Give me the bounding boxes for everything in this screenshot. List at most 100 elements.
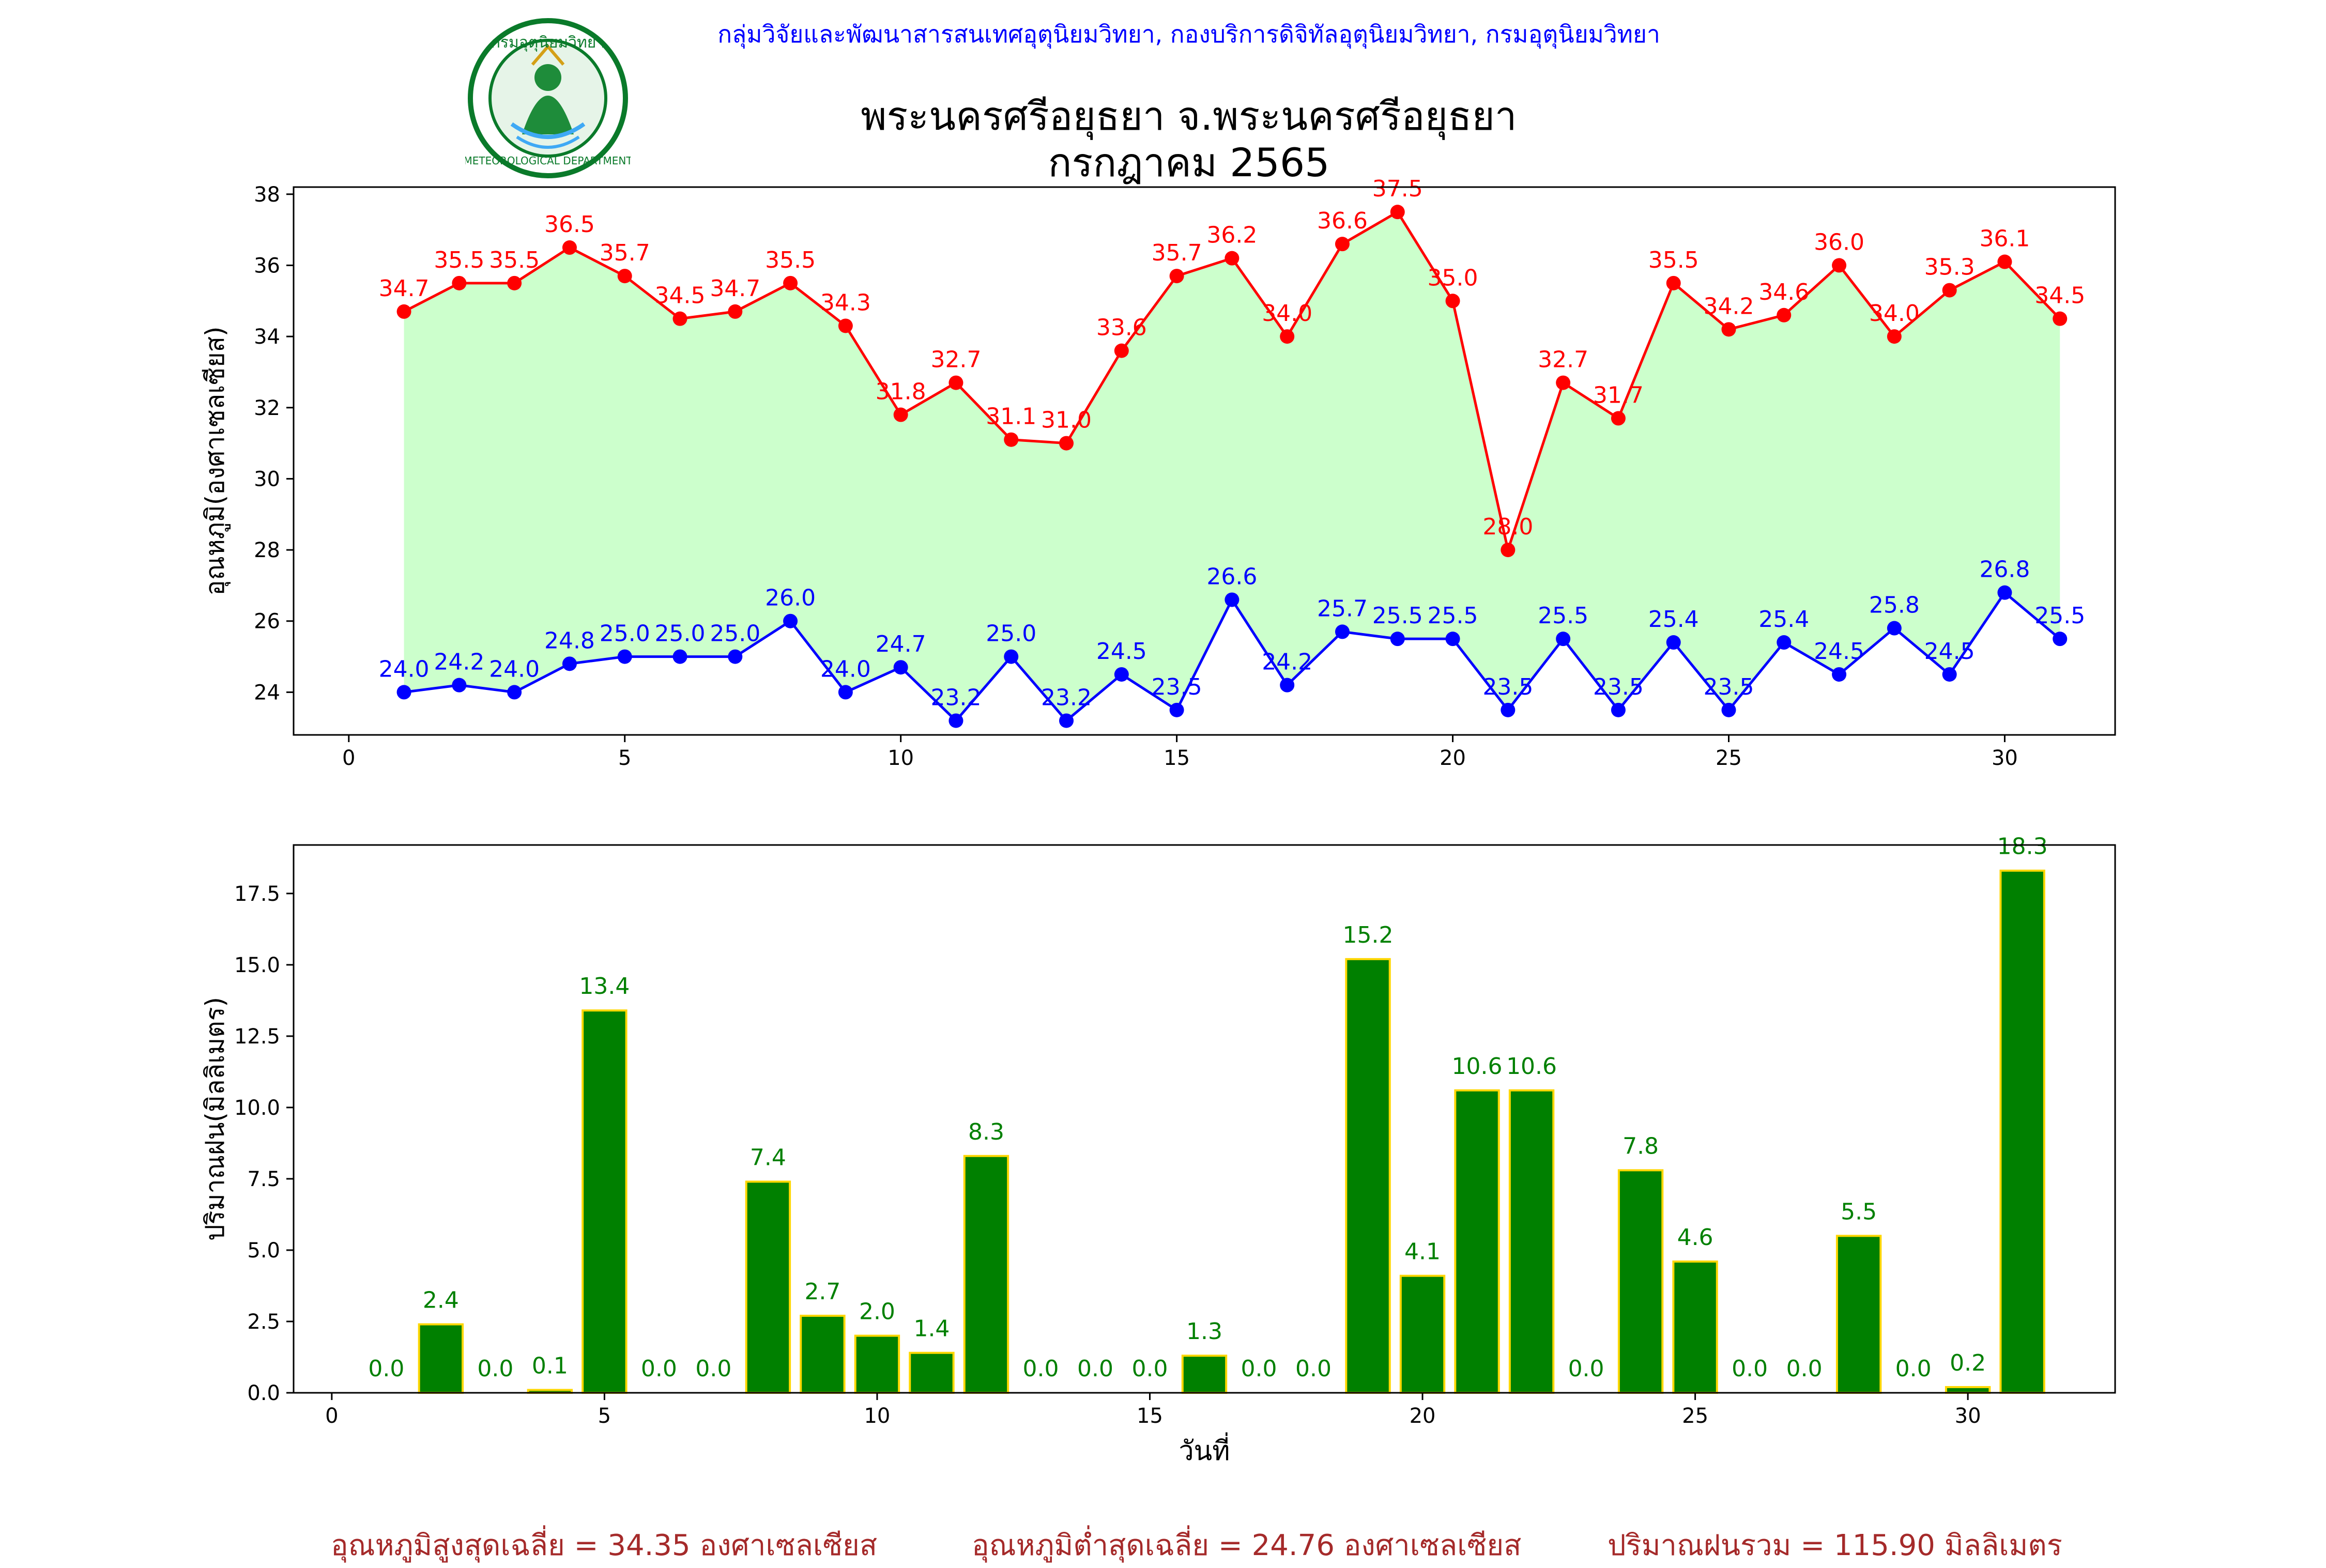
rain-data-label: 1.3 bbox=[1186, 1318, 1222, 1345]
tmin-point bbox=[1335, 624, 1350, 639]
rainfall-x-tick-label: 10 bbox=[864, 1404, 890, 1428]
rain-bar bbox=[1617, 1169, 1664, 1394]
rain-data-label: 1.4 bbox=[913, 1316, 950, 1342]
tmin-data-label: 25.8 bbox=[1869, 592, 1920, 619]
tmax-data-label: 35.3 bbox=[1924, 254, 1975, 281]
tmax-data-label: 31.0 bbox=[1041, 407, 1092, 434]
rain-data-label: 4.1 bbox=[1404, 1239, 1441, 1265]
tmin-point bbox=[1942, 667, 1957, 682]
rain-bar bbox=[1399, 1274, 1446, 1394]
tmax-point bbox=[396, 304, 411, 319]
tmin-point bbox=[1611, 702, 1626, 717]
rain-bar bbox=[854, 1334, 900, 1394]
tmin-data-label: 24.2 bbox=[434, 649, 484, 675]
tmax-point bbox=[948, 375, 963, 390]
rain-data-label: 0.0 bbox=[1786, 1356, 1823, 1382]
tmin-point bbox=[396, 685, 411, 700]
tmax-point bbox=[1611, 411, 1626, 426]
tmin-point bbox=[1280, 678, 1295, 693]
tmin-data-label: 24.0 bbox=[820, 656, 871, 682]
rain-bar bbox=[1672, 1260, 1718, 1394]
tmin-data-label: 23.5 bbox=[1593, 674, 1644, 700]
temperature-x-tick-label: 30 bbox=[1992, 746, 2018, 770]
rain-data-label: 2.0 bbox=[859, 1299, 895, 1325]
stat-tmax-average: อุณหภูมิสูงสุดเฉลี่ย = 34.35 องศาเซลเซีย… bbox=[331, 1529, 878, 1562]
tmax-data-label: 36.0 bbox=[1814, 229, 1864, 255]
tmin-data-label: 25.0 bbox=[710, 621, 760, 647]
tmin-point bbox=[1556, 632, 1571, 647]
rainfall-x-tick-label: 20 bbox=[1410, 1404, 1436, 1428]
tmax-data-label: 34.7 bbox=[710, 275, 760, 302]
tmax-data-label: 34.7 bbox=[379, 275, 430, 302]
tmax-data-label: 35.5 bbox=[489, 247, 540, 273]
tmax-data-label: 28.0 bbox=[1482, 514, 1533, 540]
tmax-data-label: 35.5 bbox=[434, 247, 484, 273]
temperature-y-tick-label: 24 bbox=[254, 681, 280, 704]
rain-bar bbox=[909, 1351, 955, 1394]
tmin-data-label: 23.5 bbox=[1704, 674, 1754, 700]
rain-data-label: 0.0 bbox=[1241, 1356, 1277, 1382]
tmax-point bbox=[1390, 205, 1405, 220]
rainfall-y-tick-label: 12.5 bbox=[234, 1025, 280, 1049]
tmax-data-label: 36.2 bbox=[1206, 222, 1257, 249]
rain-data-label: 0.0 bbox=[1895, 1356, 1932, 1382]
rainfall-y-tick-label: 10.0 bbox=[234, 1096, 280, 1120]
tmin-data-label: 24.5 bbox=[1924, 638, 1975, 665]
tmin-data-label: 23.5 bbox=[1152, 674, 1202, 700]
tmax-data-label: 36.5 bbox=[544, 211, 595, 238]
rainfall-y-tick-label: 2.5 bbox=[247, 1310, 280, 1334]
tmin-data-label: 25.0 bbox=[600, 621, 650, 647]
tmax-point bbox=[672, 311, 687, 326]
rain-data-label: 5.5 bbox=[1841, 1198, 1877, 1225]
tmin-data-label: 24.5 bbox=[1814, 638, 1864, 665]
tmin-point bbox=[2053, 632, 2068, 647]
tmin-point bbox=[1666, 635, 1681, 650]
rainfall-chart: 0.0 2.4 0.0 0.1 13.4 0.0 0.0 7.4 2.7 2.0 1.4 8.3 0.0… bbox=[200, 834, 2116, 1467]
tmin-point bbox=[452, 678, 467, 693]
tmin-point bbox=[838, 685, 853, 700]
rainfall-x-tick-label: 0 bbox=[325, 1404, 338, 1428]
tmax-data-label: 35.7 bbox=[1152, 240, 1202, 266]
tmin-data-label: 26.6 bbox=[1206, 563, 1257, 590]
tmin-data-label: 25.0 bbox=[986, 621, 1036, 647]
tmin-data-label: 25.7 bbox=[1317, 595, 1368, 622]
tmax-data-label: 33.6 bbox=[1096, 315, 1147, 341]
rain-bar bbox=[582, 1009, 628, 1394]
rain-bar bbox=[1999, 869, 2045, 1394]
tmin-point bbox=[617, 649, 632, 664]
tmax-data-label: 31.7 bbox=[1593, 382, 1644, 408]
tmax-point bbox=[1832, 258, 1847, 273]
tmax-point bbox=[1280, 329, 1295, 344]
rain-data-label: 0.0 bbox=[641, 1356, 677, 1382]
tmax-data-label: 34.0 bbox=[1869, 300, 1920, 327]
rainfall-axes-frame bbox=[293, 844, 2116, 1394]
temperature-y-tick-label: 32 bbox=[254, 396, 280, 420]
rain-data-label: 2.7 bbox=[804, 1279, 840, 1305]
tmin-data-label: 25.5 bbox=[1428, 603, 1478, 629]
rain-data-label: 18.3 bbox=[1997, 834, 2048, 860]
rain-data-label: 8.3 bbox=[968, 1119, 1004, 1145]
rain-bar bbox=[1345, 958, 1391, 1394]
tmax-point bbox=[1225, 251, 1239, 266]
tmax-point bbox=[2053, 311, 2068, 326]
tmin-point bbox=[1445, 632, 1460, 647]
tmin-data-label: 25.0 bbox=[655, 621, 706, 647]
rain-data-label: 10.6 bbox=[1506, 1053, 1557, 1080]
tmin-point bbox=[728, 649, 743, 664]
tmax-data-label: 31.1 bbox=[986, 404, 1036, 430]
tmin-data-label: 26.0 bbox=[765, 585, 816, 611]
rain-data-label: 0.0 bbox=[1295, 1356, 1332, 1382]
rain-data-label: 0.0 bbox=[1732, 1356, 1768, 1382]
tmin-data-label: 24.8 bbox=[544, 627, 595, 654]
logo-text-bottom: METEOROLOGICAL DEPARTMENT bbox=[465, 155, 631, 167]
rain-data-label: 15.2 bbox=[1343, 922, 1394, 948]
meteorological-department-logo-icon: กรมอุตุนิยมวิทยา METEOROLOGICAL DEPARTME… bbox=[463, 16, 633, 181]
rain-data-label: 0.0 bbox=[477, 1356, 513, 1382]
rain-bar bbox=[963, 1155, 1009, 1394]
rainfall-x-axis-label: วันที่ bbox=[1179, 1432, 1230, 1467]
tmin-point bbox=[1997, 585, 2012, 600]
temperature-axes-frame bbox=[293, 186, 2116, 736]
tmax-data-label: 35.0 bbox=[1428, 265, 1478, 291]
tmin-point bbox=[672, 649, 687, 664]
